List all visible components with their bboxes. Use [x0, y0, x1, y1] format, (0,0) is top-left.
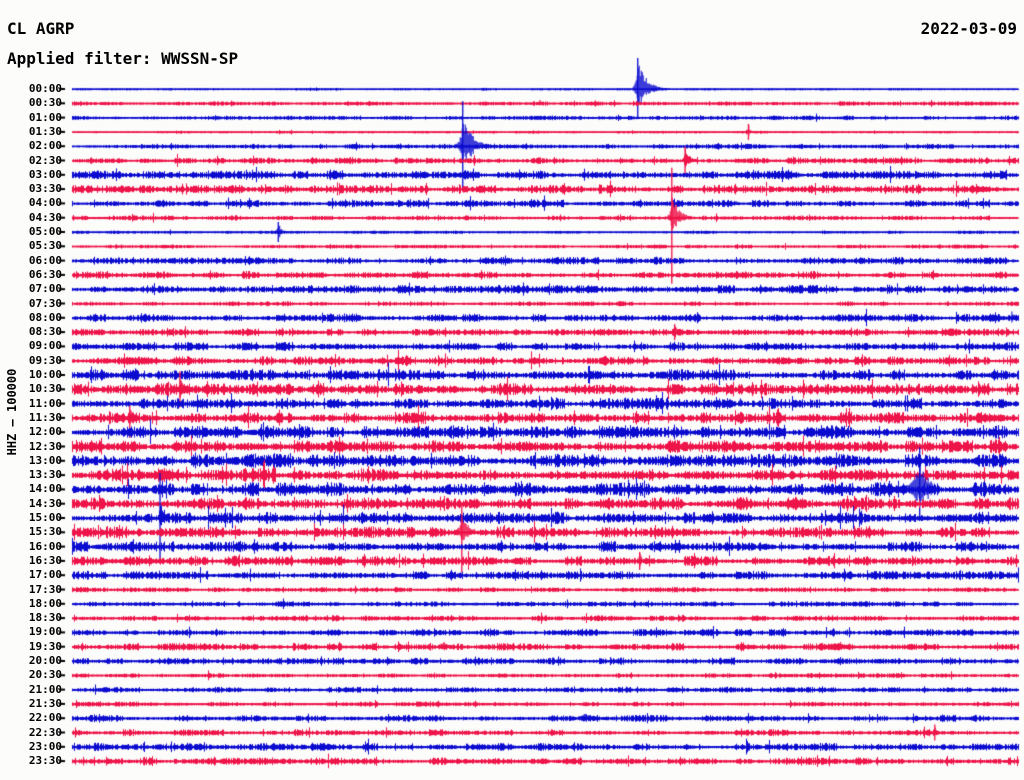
time-label: 00:00 [28, 82, 62, 95]
time-label: 08:00 [28, 310, 62, 324]
time-label: 15:00 [28, 511, 62, 524]
time-label: 21:00 [28, 682, 62, 696]
time-label: 10:00 [28, 368, 62, 381]
time-label: 13:00 [28, 453, 62, 467]
time-label: 10:30 [28, 382, 62, 396]
time-label: 04:30 [28, 210, 62, 224]
time-label: 20:00 [28, 654, 62, 667]
time-label: 01:00 [28, 110, 62, 124]
time-label: 12:30 [28, 439, 62, 453]
time-label: 03:30 [28, 182, 62, 196]
time-label: 19:00 [28, 625, 62, 639]
time-label: 22:00 [28, 711, 62, 725]
time-label: 05:00 [28, 225, 62, 238]
time-label: 16:00 [28, 539, 62, 553]
time-label: 02:30 [28, 153, 62, 167]
time-label: 11:30 [28, 410, 62, 424]
time-label: 03:00 [28, 167, 62, 181]
time-label: 18:30 [28, 611, 62, 625]
time-label: 07:30 [28, 296, 62, 310]
time-label: 00:30 [28, 96, 62, 110]
time-label: 05:30 [28, 239, 62, 253]
time-label: 17:00 [28, 568, 62, 582]
date-label: 2022-03-09 [920, 19, 1017, 38]
time-label: 17:30 [28, 582, 62, 596]
time-label: 07:00 [28, 282, 62, 296]
time-label: 18:00 [28, 596, 62, 610]
time-label: 08:30 [28, 325, 62, 339]
time-label: 04:00 [28, 196, 62, 210]
time-label: 09:00 [28, 339, 62, 353]
time-label: 09:30 [28, 353, 62, 367]
time-label: 23:30 [28, 754, 62, 768]
time-label: 01:30 [28, 124, 62, 138]
filter-label: Applied filter: WWSSN-SP [7, 49, 239, 68]
time-label: 11:00 [28, 396, 62, 410]
time-label: 02:00 [28, 139, 62, 153]
time-label: 13:30 [28, 468, 62, 482]
time-label: 14:00 [28, 482, 62, 496]
time-label: 16:30 [28, 553, 62, 567]
time-label: 12:00 [28, 425, 62, 439]
time-label: 14:30 [28, 496, 62, 510]
time-label: 23:00 [28, 739, 62, 753]
station-code: CL AGRP [7, 19, 75, 38]
time-label: 22:30 [28, 725, 62, 739]
time-label: 06:00 [28, 253, 62, 267]
time-label: 21:30 [28, 696, 62, 710]
time-label: 20:30 [28, 668, 62, 682]
time-label: 15:30 [28, 525, 62, 539]
time-label: 06:30 [28, 267, 62, 281]
time-label: 19:30 [28, 639, 62, 653]
